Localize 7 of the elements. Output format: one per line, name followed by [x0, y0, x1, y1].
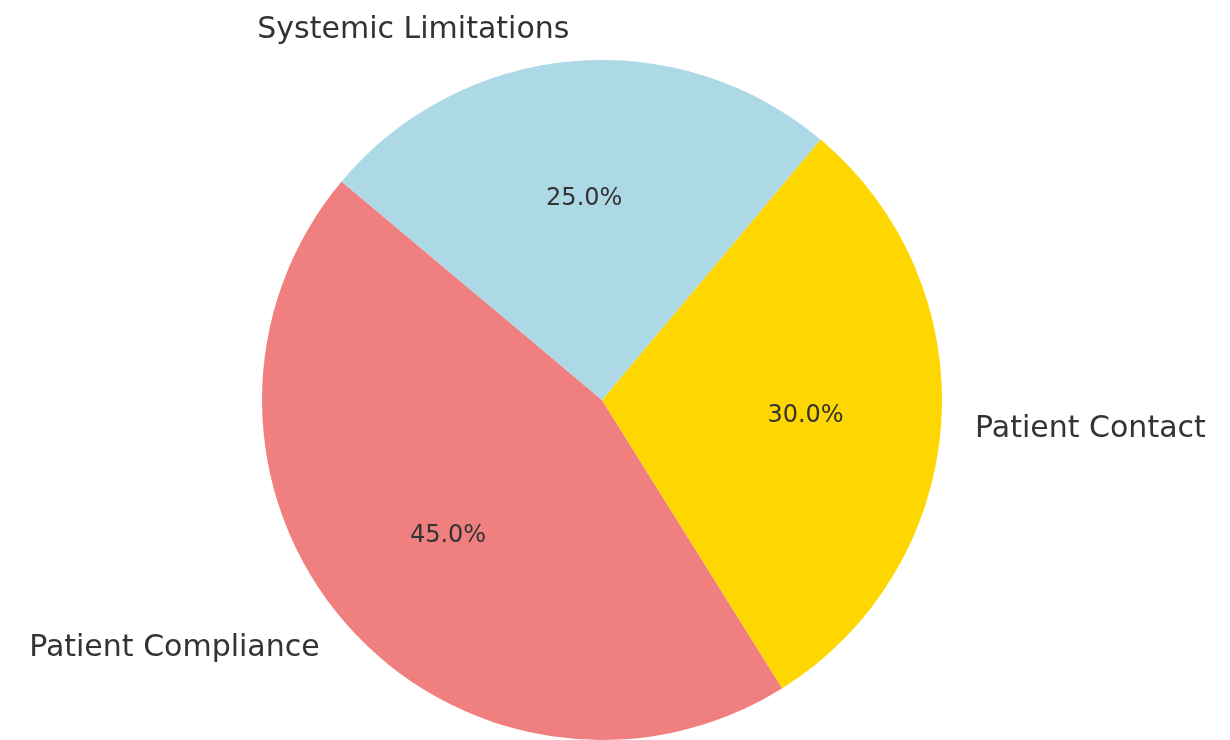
data-label: 30.0% [767, 400, 844, 429]
slice-label: Systemic Limitations [257, 9, 570, 45]
slice-label: Patient Compliance [29, 627, 320, 663]
data-label: 45.0% [409, 519, 487, 548]
slice-label: Patient Contact [975, 408, 1207, 444]
data-label: 25.0% [546, 182, 623, 211]
pie-slice [341, 60, 821, 400]
